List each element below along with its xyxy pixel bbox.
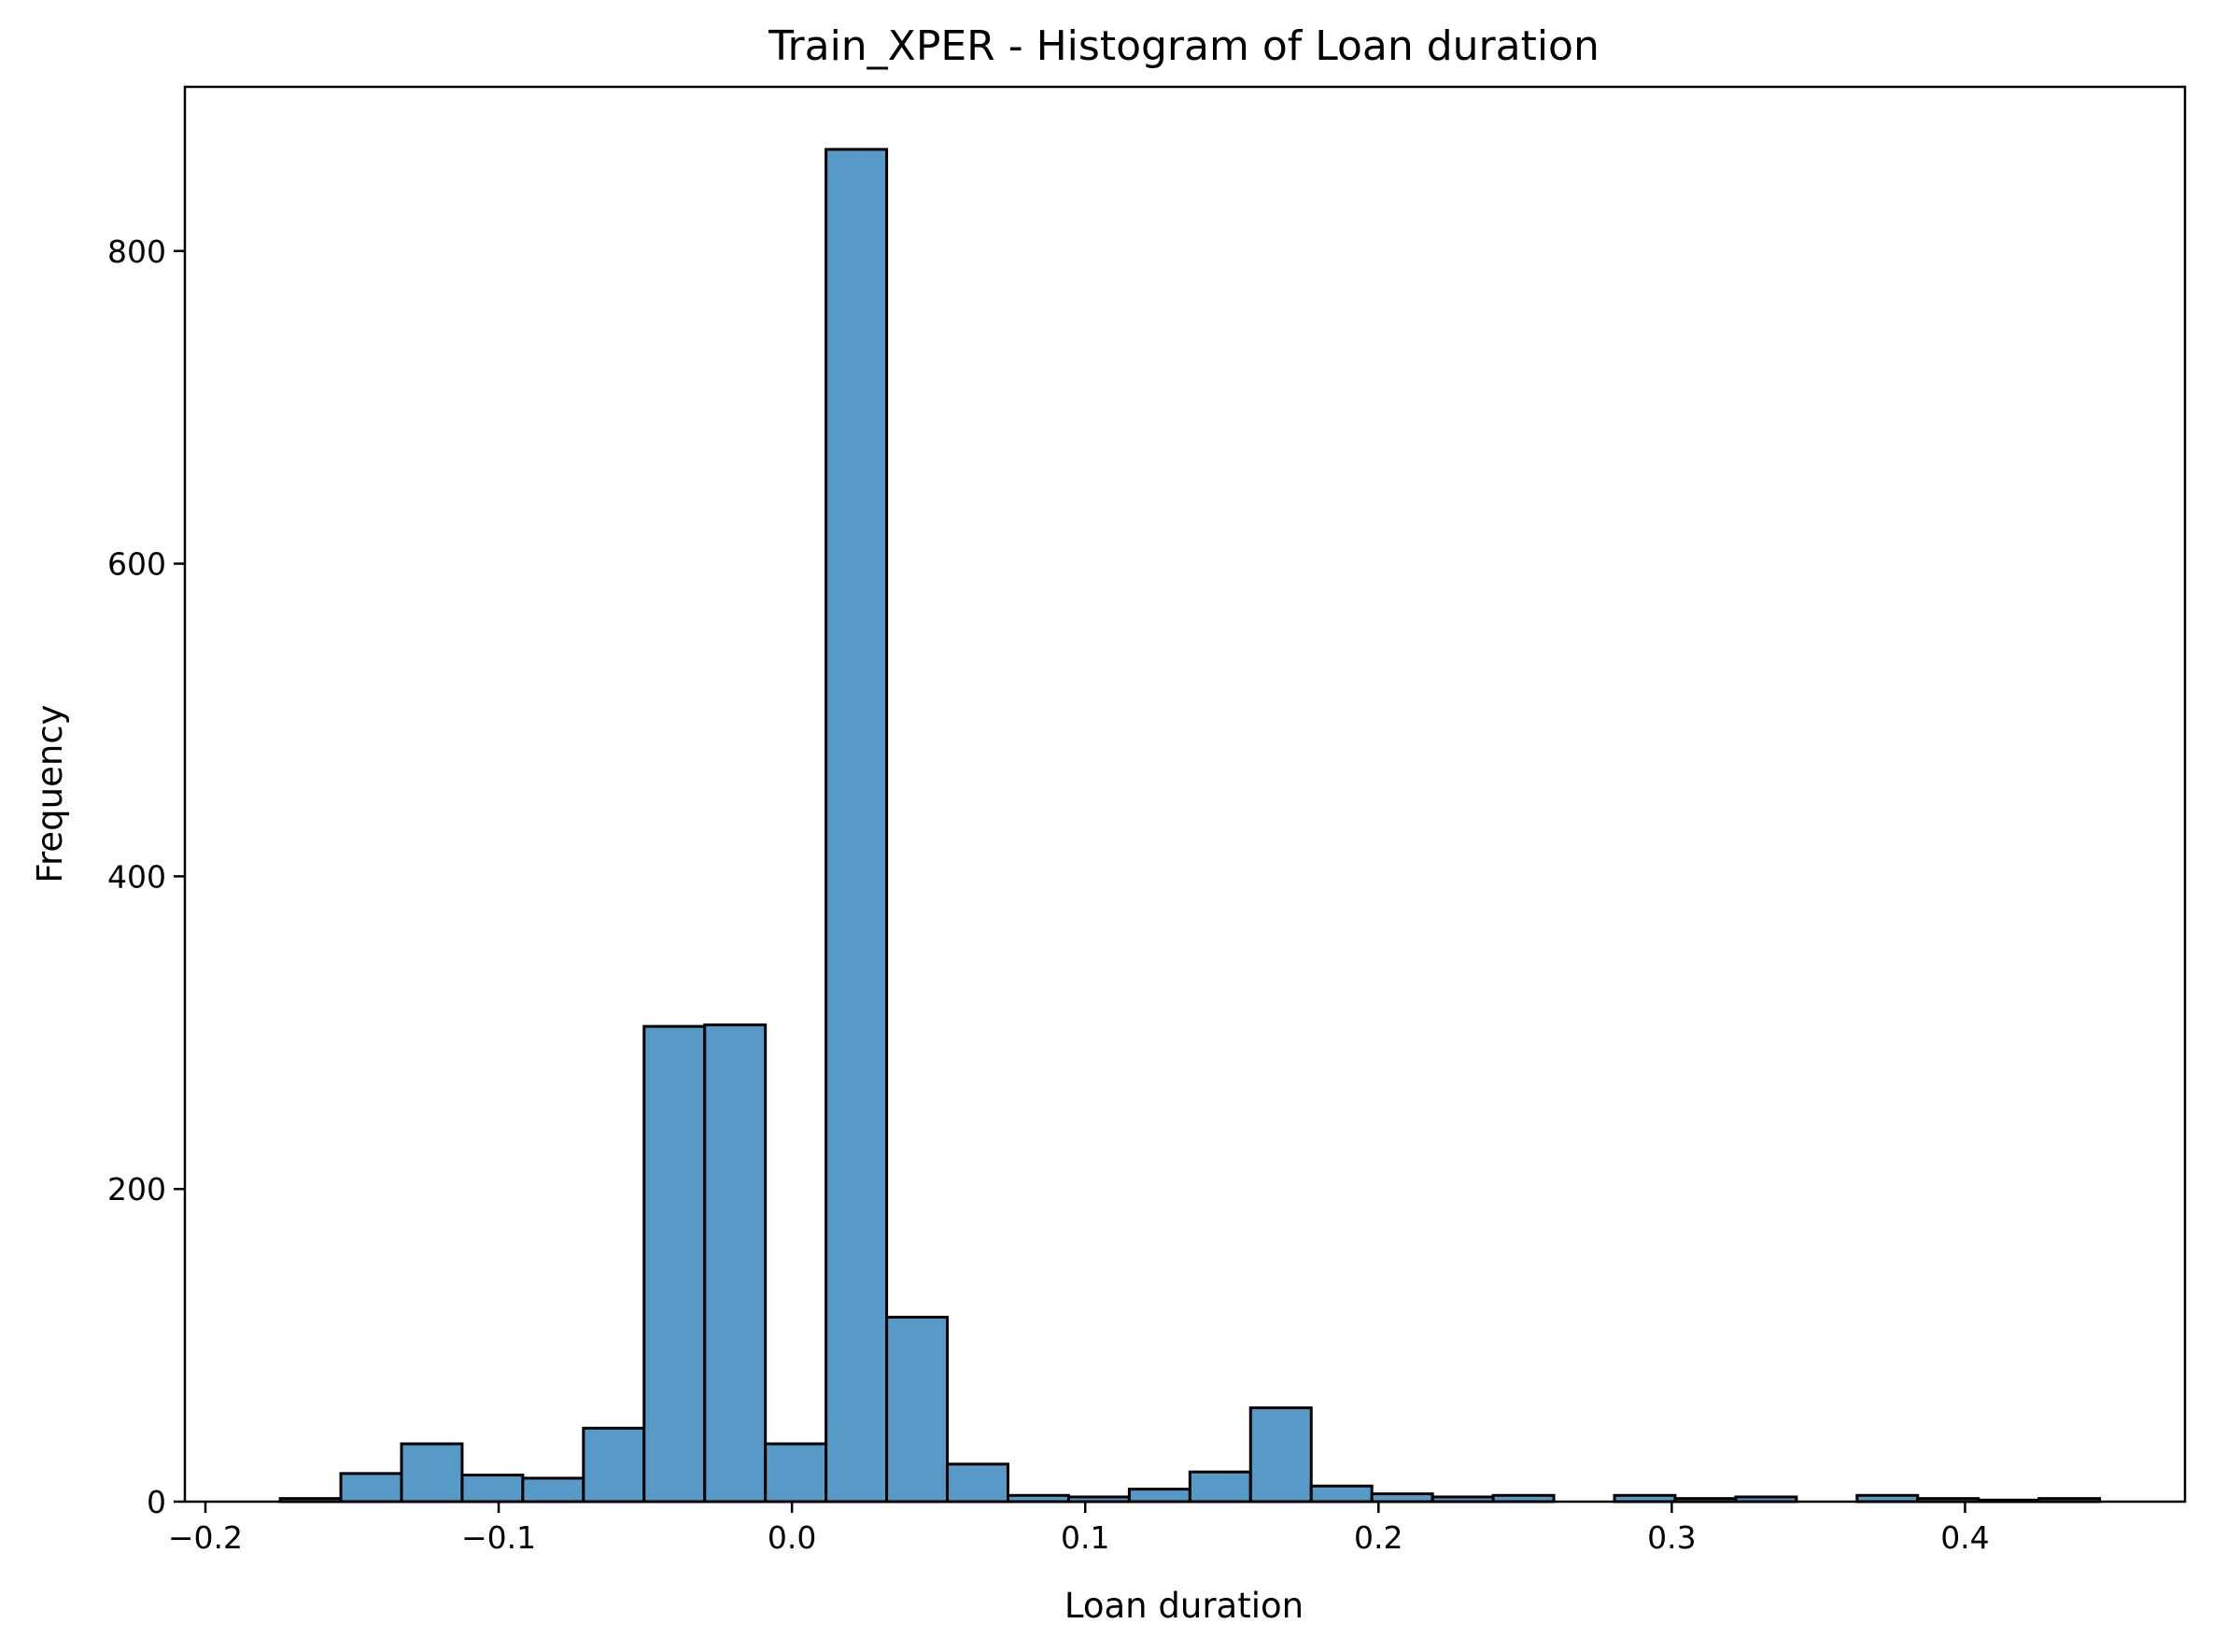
y-axis-label: Frequency: [30, 704, 70, 882]
x-tick-label: −0.2: [168, 1519, 243, 1556]
histogram-bar: [1248, 1406, 1313, 1504]
histogram-bar: [703, 1023, 768, 1504]
x-tick-label: 0.4: [1940, 1519, 1989, 1556]
histogram-bar: [339, 1472, 403, 1504]
histogram-bar: [1309, 1484, 1374, 1504]
x-tick-label: 0.0: [768, 1519, 816, 1556]
y-axis: 0 200 400 600 800: [107, 233, 185, 1520]
y-tick-label: 400: [107, 858, 166, 895]
y-tick-label: 800: [107, 233, 166, 270]
histogram-bar: [1127, 1488, 1191, 1504]
histogram-bar: [460, 1474, 525, 1504]
x-axis-label: Loan duration: [1064, 1586, 1304, 1626]
histogram-bar: [946, 1462, 1009, 1504]
plot-frame: [183, 85, 2187, 1504]
x-tick-label: −0.1: [461, 1519, 536, 1556]
y-tick-label: 200: [107, 1171, 166, 1207]
histogram-bar: [582, 1426, 646, 1504]
histogram-bars: [278, 148, 2102, 1504]
histogram-bar: [400, 1442, 464, 1504]
histogram-bar: [521, 1476, 585, 1504]
histogram-bar: [1188, 1470, 1252, 1504]
histogram-bar: [825, 148, 889, 1504]
chart-title: Train_XPER - Histogram of Loan duration: [768, 22, 1600, 70]
histogram-bar: [642, 1024, 707, 1504]
x-axis: −0.2 −0.1 0.0 0.1 0.2 0.3 0.4: [168, 1502, 1990, 1556]
x-tick-label: 0.1: [1061, 1519, 1109, 1556]
histogram-bar: [885, 1315, 950, 1504]
x-tick-label: 0.3: [1647, 1519, 1696, 1556]
x-tick-label: 0.2: [1354, 1519, 1403, 1556]
y-tick-label: 0: [147, 1484, 166, 1520]
histogram-bar: [1370, 1492, 1434, 1504]
histogram-bar: [764, 1442, 828, 1504]
y-tick-label: 600: [107, 546, 166, 583]
